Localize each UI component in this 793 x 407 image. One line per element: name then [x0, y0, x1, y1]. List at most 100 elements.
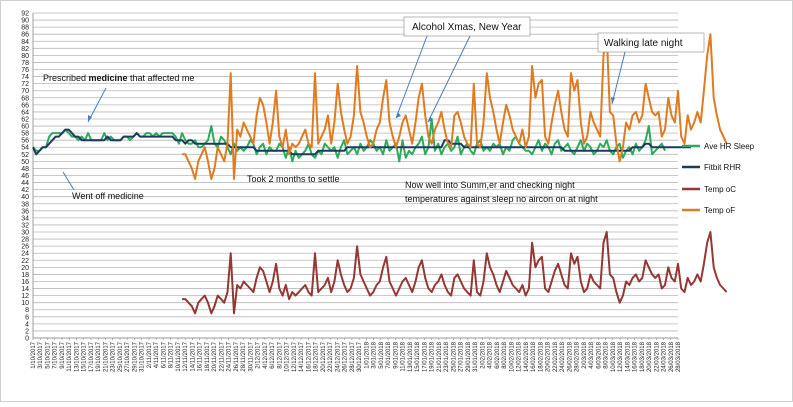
- x-tick-label: 30/12/2017: [357, 341, 363, 372]
- x-tick-label: 30/11/2017: [248, 341, 254, 371]
- x-tick-label: 8/12/2017: [277, 341, 283, 368]
- x-tick-label: 26/11/2017: [234, 341, 240, 371]
- x-tick-label: 13/01/2018: [408, 341, 414, 372]
- y-tick-label: 32: [21, 222, 29, 229]
- x-tick-label: 8/11/2017: [169, 341, 175, 368]
- x-tick-label: 5/01/2018: [379, 341, 385, 368]
- x-tick-label: 19/01/2018: [430, 341, 436, 372]
- y-tick-label: 4: [25, 321, 29, 328]
- y-tick-label: 74: [21, 74, 29, 81]
- x-tick-label: 22/02/2018: [553, 341, 559, 372]
- annotation-box: [597, 32, 705, 53]
- x-tick-label: 18/11/2017: [205, 341, 211, 371]
- x-tick-label: 2/11/2017: [147, 341, 153, 368]
- x-tick-label: 14/11/2017: [190, 341, 196, 371]
- y-tick-label: 44: [21, 180, 29, 187]
- annotation-summer-line: temperatures against sleep no aircon on …: [405, 194, 598, 204]
- x-tick-label: 31/10/2017: [140, 341, 146, 372]
- legend-label: Fitbit RHR: [704, 163, 741, 172]
- y-tick-label: 68: [21, 95, 29, 102]
- y-tick-label: 48: [21, 166, 29, 173]
- x-tick-label: 26/02/2018: [567, 341, 573, 372]
- x-tick-label: 26/03/2018: [669, 341, 675, 372]
- y-tick-label: 20: [21, 265, 29, 272]
- annotations: Alcohol Xmas, New Year Walking late night…: [43, 16, 705, 204]
- x-axis: 1/10/2017 3/10/2017 5/10/2017 7/10/2017 9/10…: [31, 338, 682, 372]
- x-tick-label: 4/02/2018: [488, 341, 494, 368]
- y-tick-label: 54: [21, 145, 29, 152]
- x-tick-label: 3/10/2017: [38, 341, 44, 368]
- y-tick-label: 72: [21, 81, 29, 88]
- x-tick-label: 14/12/2017: [299, 341, 305, 372]
- y-tick-label: 28: [21, 237, 29, 244]
- x-tick-label: 16/02/2018: [531, 341, 537, 372]
- y-tick-label: 56: [21, 138, 29, 145]
- annotation-settle: Took 2 months to settle: [247, 174, 340, 184]
- annotation-arrow: [87, 87, 107, 123]
- x-tick-label: 20/03/2018: [647, 341, 653, 372]
- x-tick-label: 2/03/2018: [582, 341, 588, 368]
- arrow-head: [428, 116, 433, 122]
- y-tick-label: 40: [21, 194, 29, 201]
- x-tick-label: 13/10/2017: [74, 341, 80, 372]
- x-tick-label: 4/03/2018: [589, 341, 595, 368]
- x-tick-label: 1/01/2018: [364, 341, 370, 368]
- y-tick-label: 52: [21, 152, 29, 159]
- annotation-arrow: [395, 35, 428, 119]
- y-tick-label: 42: [21, 187, 29, 194]
- y-tick-label: 34: [21, 215, 29, 222]
- y-tick-label: 80: [21, 53, 29, 60]
- y-tick-label: 30: [21, 230, 29, 237]
- x-tick-label: 19/10/2017: [96, 341, 102, 372]
- y-tick-label: 8: [25, 307, 29, 314]
- annotation-went-off: Went off medicine: [72, 191, 144, 201]
- y-tick-label: 90: [21, 18, 29, 25]
- x-tick-label: 8/02/2018: [502, 341, 508, 368]
- annotation-walking: Walking late night: [604, 38, 683, 49]
- x-tick-label: 7/01/2018: [386, 341, 392, 368]
- x-tick-label: 14/02/2018: [524, 341, 530, 372]
- x-tick-label: 2/12/2017: [256, 341, 262, 368]
- annotation-arrow: [427, 35, 471, 123]
- arrow-head: [88, 115, 92, 122]
- x-tick-label: 8/03/2018: [604, 341, 610, 368]
- x-tick-label: 18/02/2018: [538, 341, 544, 372]
- x-tick-label: 10/11/2017: [176, 341, 182, 371]
- y-tick-label: 76: [21, 67, 29, 74]
- y-axis: 0246810121416182022242628303234363840424…: [21, 11, 678, 343]
- x-tick-label: 15/01/2018: [415, 341, 421, 372]
- x-tick-label: 9/01/2018: [393, 341, 399, 368]
- x-tick-label: 12/02/2018: [517, 341, 523, 372]
- y-tick-label: 82: [21, 46, 29, 53]
- y-tick-label: 88: [21, 25, 29, 32]
- x-tick-label: 16/11/2017: [198, 341, 204, 371]
- x-tick-label: 27/10/2017: [125, 341, 131, 372]
- x-tick-label: 6/03/2018: [596, 341, 602, 368]
- x-tick-label: 4/12/2017: [263, 341, 269, 368]
- x-tick-label: 9/10/2017: [60, 341, 66, 368]
- x-tick-label: 20/12/2017: [321, 341, 327, 372]
- x-tick-label: 15/10/2017: [82, 341, 88, 372]
- x-tick-label: 16/03/2018: [633, 341, 639, 372]
- x-tick-label: 10/12/2017: [285, 341, 291, 372]
- x-tick-label: 17/10/2017: [89, 341, 95, 372]
- x-tick-label: 11/01/2018: [401, 341, 407, 371]
- x-tick-label: 23/10/2017: [111, 341, 117, 372]
- annotation-prescribed: Prescribed medicine that affected me: [43, 73, 194, 83]
- series-line-1: [32, 128, 691, 156]
- x-tick-label: 27/01/2018: [459, 341, 465, 372]
- x-tick-label: 7/10/2017: [53, 341, 59, 368]
- y-tick-label: 58: [21, 131, 29, 138]
- annotation-arrow: [62, 171, 75, 191]
- y-tick-label: 62: [21, 116, 29, 123]
- annotation-summer-line: Now well into Summ,er and checking night: [405, 180, 575, 190]
- x-tick-label: 26/12/2017: [343, 341, 349, 372]
- y-tick-label: 14: [21, 286, 29, 293]
- x-tick-label: 16/12/2017: [306, 341, 312, 372]
- x-tick-label: 28/12/2017: [350, 341, 356, 372]
- x-tick-label: 24/02/2018: [560, 341, 566, 372]
- y-tick-label: 26: [21, 244, 29, 251]
- y-tick-label: 64: [21, 109, 29, 116]
